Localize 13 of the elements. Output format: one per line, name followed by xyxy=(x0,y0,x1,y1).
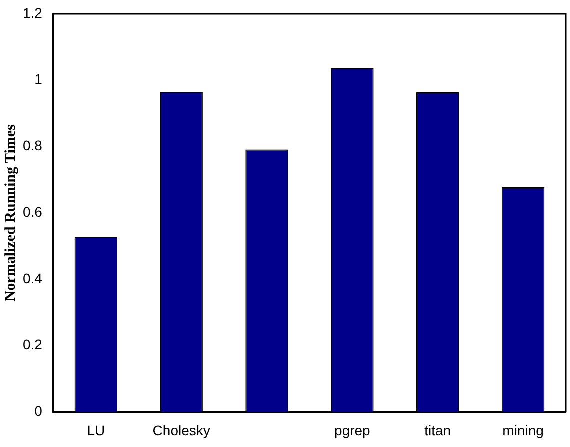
x-tick-label: titan xyxy=(424,422,452,438)
y-axis-title: Normalized Running Times xyxy=(2,124,19,302)
x-tick-label: Cholesky xyxy=(152,422,210,438)
x-tick-label: mining xyxy=(502,422,544,438)
y-tick-label: 0.6 xyxy=(22,204,43,220)
y-tick-label: 0.2 xyxy=(22,336,43,353)
y-tick-label: 0 xyxy=(34,403,43,420)
y-tick-label: 0.8 xyxy=(22,138,43,154)
y-tick-label: 0.4 xyxy=(22,270,43,286)
y-tick-label: 1.2 xyxy=(22,4,43,21)
y-tick-label: 1 xyxy=(34,71,43,88)
x-tick-label: LU xyxy=(87,422,106,438)
x-tick-label: pgrep xyxy=(334,422,371,438)
